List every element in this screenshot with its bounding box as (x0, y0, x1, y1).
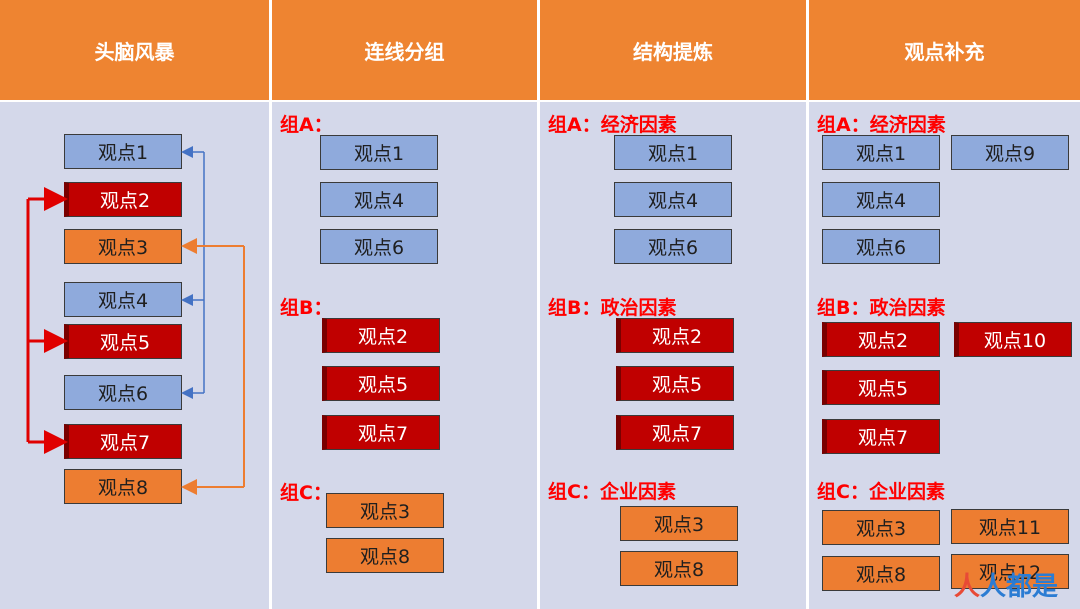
structure-a-idea-1: 观点1 (614, 135, 732, 170)
supplement-group-b-label: 组B：政治因素 (817, 297, 946, 319)
brainstorm-idea-4: 观点4 (64, 282, 182, 317)
connect-group-a-label: 组A： (280, 114, 333, 136)
blue-connector (181, 146, 205, 399)
watermark-logo: 人人都是 (954, 566, 1058, 603)
supplement-c-idea-11: 观点11 (951, 509, 1069, 544)
structure-group-a-label: 组A：经济因素 (548, 114, 677, 136)
structure-b-idea-7: 观点7 (616, 415, 734, 450)
watermark-part-1: 人 (953, 572, 980, 602)
supplement-a-idea-9: 观点9 (951, 135, 1069, 170)
connect-a-idea-1: 观点1 (320, 135, 438, 170)
connect-b-idea-2: 观点2 (322, 318, 440, 353)
structure-group-b-label: 组B：政治因素 (548, 297, 677, 319)
supplement-b-idea-10: 观点10 (954, 322, 1072, 357)
connect-c-idea-3: 观点3 (326, 493, 444, 528)
connect-a-idea-4: 观点4 (320, 182, 438, 217)
brainstorm-idea-6: 观点6 (64, 375, 182, 410)
header-supplement: 观点补充 (809, 0, 1080, 100)
brainstorm-idea-5: 观点5 (64, 324, 182, 359)
red-connector (26, 187, 68, 454)
connect-b-idea-7: 观点7 (322, 415, 440, 450)
connect-group-b-label: 组B： (280, 297, 333, 319)
panel-connect (272, 102, 537, 609)
supplement-b-idea-7: 观点7 (822, 419, 940, 454)
brainstorm-idea-2: 观点2 (64, 182, 182, 217)
orange-connector (181, 238, 245, 495)
connect-a-idea-6: 观点6 (320, 229, 438, 264)
header-brainstorm: 头脑风暴 (0, 0, 269, 100)
structure-c-idea-3: 观点3 (620, 506, 738, 541)
structure-b-idea-5: 观点5 (616, 366, 734, 401)
watermark-part-2: 人都是 (979, 572, 1058, 602)
supplement-group-c-label: 组C：企业因素 (817, 481, 945, 503)
connect-group-c-label: 组C： (280, 482, 332, 504)
supplement-b-idea-2: 观点2 (822, 322, 940, 357)
supplement-c-idea-12: 观点12 (951, 554, 1069, 589)
brainstorm-idea-1: 观点1 (64, 134, 182, 169)
structure-group-c-label: 组C：企业因素 (548, 481, 676, 503)
brainstorm-idea-8: 观点8 (64, 469, 182, 504)
structure-c-idea-8: 观点8 (620, 551, 738, 586)
header-connect: 连线分组 (272, 0, 537, 100)
connector-arrows (26, 146, 245, 495)
structure-a-idea-4: 观点4 (614, 182, 732, 217)
supplement-c-idea-8: 观点8 (822, 556, 940, 591)
structure-b-idea-2: 观点2 (616, 318, 734, 353)
supplement-b-idea-5: 观点5 (822, 370, 940, 405)
supplement-a-idea-1: 观点1 (822, 135, 940, 170)
supplement-a-idea-6: 观点6 (822, 229, 940, 264)
header-structure: 结构提炼 (540, 0, 806, 100)
structure-a-idea-6: 观点6 (614, 229, 732, 264)
supplement-a-idea-4: 观点4 (822, 182, 940, 217)
connect-c-idea-8: 观点8 (326, 538, 444, 573)
connect-b-idea-5: 观点5 (322, 366, 440, 401)
supplement-c-idea-3: 观点3 (822, 510, 940, 545)
supplement-group-a-label: 组A：经济因素 (817, 114, 946, 136)
brainstorm-idea-7: 观点7 (64, 424, 182, 459)
